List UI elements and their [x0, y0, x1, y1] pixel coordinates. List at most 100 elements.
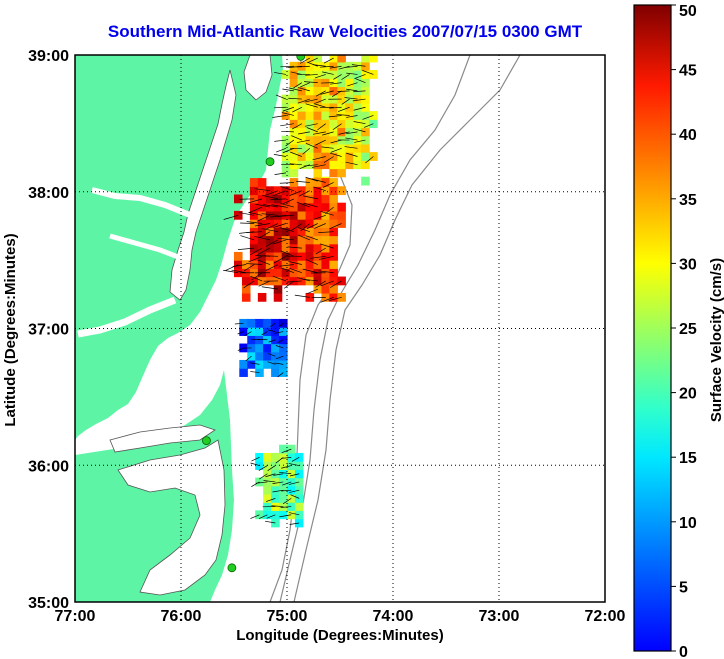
velocity-arrow [267, 465, 276, 472]
velocity-cell [313, 194, 323, 204]
velocity-arrow [288, 463, 300, 466]
velocity-cell [297, 78, 307, 88]
velocity-arrow [280, 123, 294, 127]
velocity-arrow [276, 147, 287, 153]
velocity-arrow [330, 82, 342, 85]
colorbar-tick-label: 35 [679, 192, 697, 209]
velocity-cell [329, 260, 338, 269]
colorbar-tick-label: 25 [679, 321, 697, 338]
velocity-arrow [273, 154, 287, 157]
colorbar-tick-label: 10 [679, 515, 697, 532]
velocity-arrow [355, 78, 366, 83]
velocity-cell [257, 227, 267, 237]
velocity-cell [255, 327, 264, 336]
velocity-arrow [278, 323, 284, 327]
velocity-arrow [301, 278, 318, 282]
velocity-arrow [257, 247, 271, 255]
velocity-arrow [313, 186, 326, 192]
velocity-arrow [267, 361, 276, 365]
velocity-arrow [352, 98, 366, 102]
velocity-arrow [277, 237, 294, 241]
velocity-cell [361, 176, 370, 186]
lat-tick-label: 38:00 [28, 185, 69, 202]
velocity-arrow [320, 211, 334, 216]
velocity-arrow [281, 130, 294, 133]
colorbar [633, 4, 672, 652]
velocity-arrow [344, 146, 358, 149]
velocity-arrow [240, 235, 255, 241]
velocity-arrow [296, 201, 310, 208]
velocity-arrow [341, 74, 350, 80]
velocity-cell [273, 210, 283, 220]
velocity-cell [305, 111, 315, 120]
longitude-ticks: 77:00 76:00 75:00 74:00 73:00 72:00 [55, 608, 626, 625]
velocity-arrow [315, 247, 326, 255]
velocity-cell [321, 86, 330, 96]
velocity-arrow [237, 331, 244, 335]
velocity-arrow [274, 72, 287, 75]
velocity-arrow [272, 275, 287, 282]
velocity-arrow [311, 164, 326, 168]
velocity-arrow [248, 255, 263, 263]
velocity-cell [313, 135, 323, 145]
velocity-arrow [351, 64, 366, 67]
velocity-arrow [298, 131, 310, 135]
velocity-cell [337, 55, 346, 63]
velocity-cell [337, 127, 346, 137]
velocity-cell [305, 243, 315, 253]
velocity-arrow [304, 123, 318, 127]
velocity-cell [329, 168, 338, 178]
velocity-arrow [250, 362, 260, 365]
velocity-cell [257, 210, 267, 220]
velocity-arrow [250, 272, 263, 281]
albemarle-sound [109, 424, 216, 453]
velocity-arrow [274, 362, 284, 365]
velocity-arrow [270, 323, 276, 328]
velocity-cell [353, 78, 362, 88]
velocity-arrow [328, 297, 342, 302]
velocity-arrow [302, 268, 318, 274]
velocity-arrow [306, 61, 318, 67]
velocity-cell [345, 152, 354, 161]
lat-tick-label: 37:00 [28, 322, 69, 339]
velocity-cell [313, 186, 323, 196]
velocity-cell [361, 61, 370, 71]
velocity-arrow [254, 223, 271, 227]
velocity-arrow [314, 74, 326, 79]
velocity-arrow [262, 228, 279, 233]
velocity-arrow [304, 81, 318, 83]
velocity-arrow [280, 65, 294, 68]
map-grid [75, 55, 605, 602]
radar-station-marker [227, 563, 237, 573]
velocity-arrow [270, 198, 286, 201]
velocity-cell [329, 235, 338, 245]
velocity-arrow [289, 267, 302, 274]
velocity-arrow [315, 139, 326, 146]
velocity-arrow [290, 151, 302, 157]
velocity-cell [329, 70, 338, 79]
velocity-arrow [306, 288, 318, 295]
lon-tick-label: 75:00 [267, 608, 308, 625]
velocity-arrow [318, 270, 334, 274]
velocity-cell [289, 152, 299, 161]
velocity-cell [239, 359, 248, 369]
velocity-arrow [323, 156, 334, 163]
velocity-arrow [281, 489, 292, 492]
velocity-cell [257, 292, 267, 302]
velocity-cell [289, 78, 299, 88]
velocity-cell [337, 78, 346, 88]
velocity-arrow [322, 131, 334, 136]
velocity-cell [271, 368, 280, 377]
velocity-arrow [330, 280, 342, 288]
velocity-arrow [329, 106, 342, 109]
velocity-arrow [303, 164, 318, 167]
velocity-arrow [353, 90, 366, 93]
velocity-arrow [338, 131, 350, 135]
plot-frame [74, 54, 606, 603]
velocity-cell [321, 284, 330, 294]
velocity-arrow [288, 481, 300, 485]
velocity-arrow [225, 264, 239, 271]
velocity-arrow [320, 280, 334, 287]
velocity-cell [297, 127, 307, 137]
velocity-arrow [281, 465, 292, 469]
